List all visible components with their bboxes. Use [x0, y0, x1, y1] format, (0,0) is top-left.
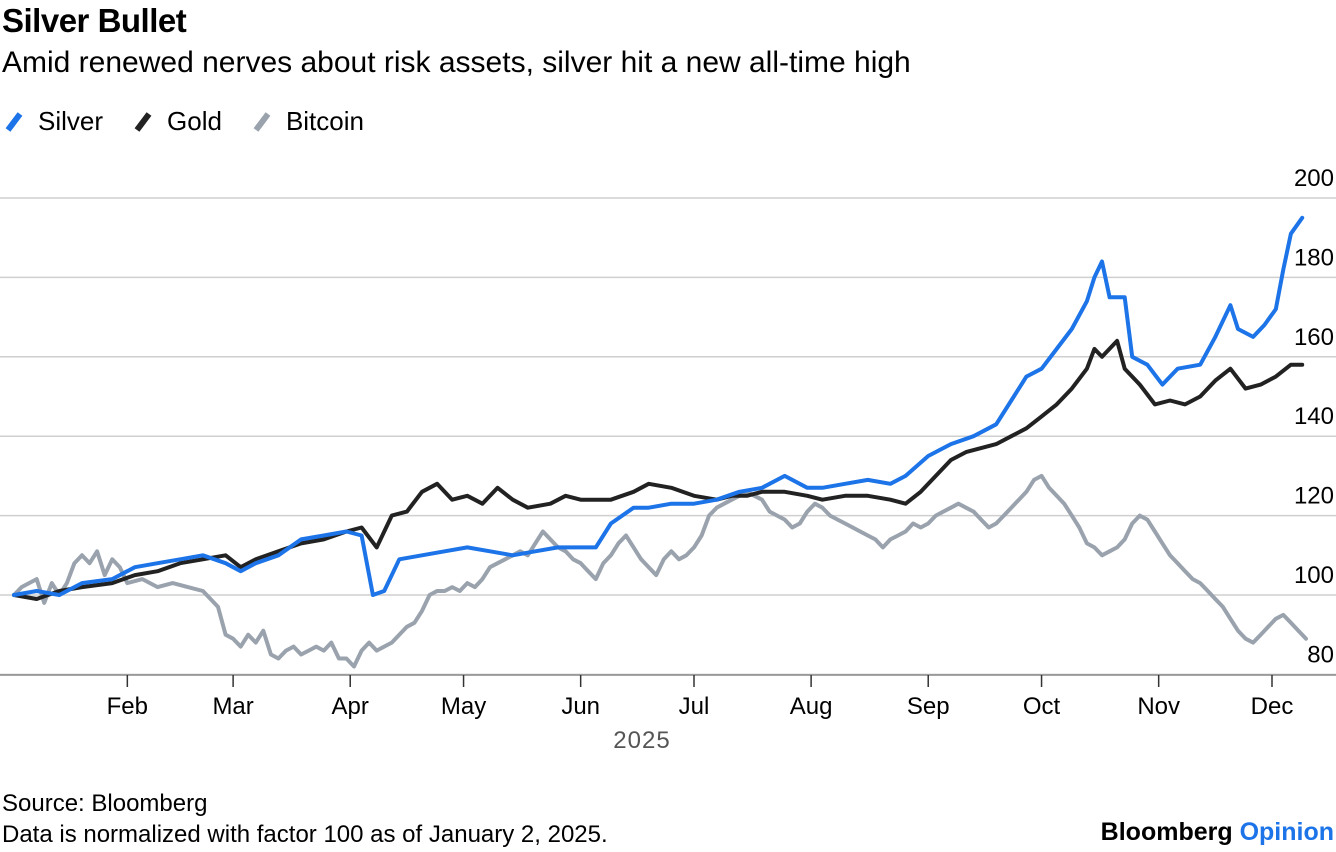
brand-accent: Opinion	[1239, 818, 1334, 846]
y-tick-label: 180	[1294, 244, 1334, 271]
x-tick-label: Dec	[1251, 693, 1294, 720]
series-layer	[12, 215, 1308, 669]
chart-title: Silver Bullet	[2, 2, 187, 39]
x-tick-label: Aug	[790, 693, 833, 720]
normalization-note: Data is normalized with factor 100 as of…	[2, 821, 608, 848]
x-tick-label: Jul	[679, 693, 710, 720]
y-tick-label: 140	[1294, 403, 1334, 430]
legend-item-gold: Gold	[133, 106, 222, 137]
chart-subtitle: Amid renewed nerves about risk assets, s…	[2, 46, 911, 79]
legend-label-silver: Silver	[38, 106, 104, 136]
y-tick-label: 120	[1294, 483, 1334, 510]
series-line-gold	[12, 338, 1305, 601]
x-tick-label: May	[441, 693, 486, 720]
x-axis-label: 2025	[613, 727, 670, 754]
legend-label-gold: Gold	[167, 106, 222, 136]
bitcoin-swatch-icon	[253, 111, 271, 132]
series-line-silver	[12, 215, 1305, 597]
x-tick-label: Mar	[212, 693, 253, 720]
legend: Silver Gold Bitcoin	[4, 106, 394, 137]
gold-swatch-icon	[134, 111, 152, 132]
brand-logo: Bloomberg Opinion	[1101, 818, 1334, 847]
y-tick-labels: 80 100 120 140 160 180 200	[1294, 165, 1334, 668]
y-tick-label: 100	[1294, 562, 1334, 589]
y-tick-label: 80	[1307, 641, 1334, 668]
y-tick-label: 200	[1294, 165, 1334, 192]
legend-item-bitcoin: Bitcoin	[252, 106, 364, 137]
legend-label-bitcoin: Bitcoin	[285, 106, 364, 136]
grid-layer	[0, 197, 1336, 676]
x-tick-label: Feb	[107, 693, 148, 720]
y-tick-label: 160	[1294, 324, 1334, 351]
x-tick-labels: Feb Mar Apr May Jun Jul Aug Sep Oct Nov Dec	[107, 675, 1294, 720]
x-tick-label: Apr	[332, 693, 369, 720]
brand-main: Bloomberg	[1100, 818, 1233, 846]
x-tick-label: Jun	[561, 693, 600, 720]
series-line-bitcoin	[12, 473, 1308, 669]
legend-item-silver: Silver	[4, 106, 103, 137]
silver-swatch-icon	[5, 111, 23, 132]
x-tick-label: Sep	[907, 693, 950, 720]
source-note: Source: Bloomberg	[2, 790, 208, 817]
x-tick-label: Nov	[1137, 693, 1180, 720]
x-tick-label: Oct	[1023, 693, 1061, 720]
